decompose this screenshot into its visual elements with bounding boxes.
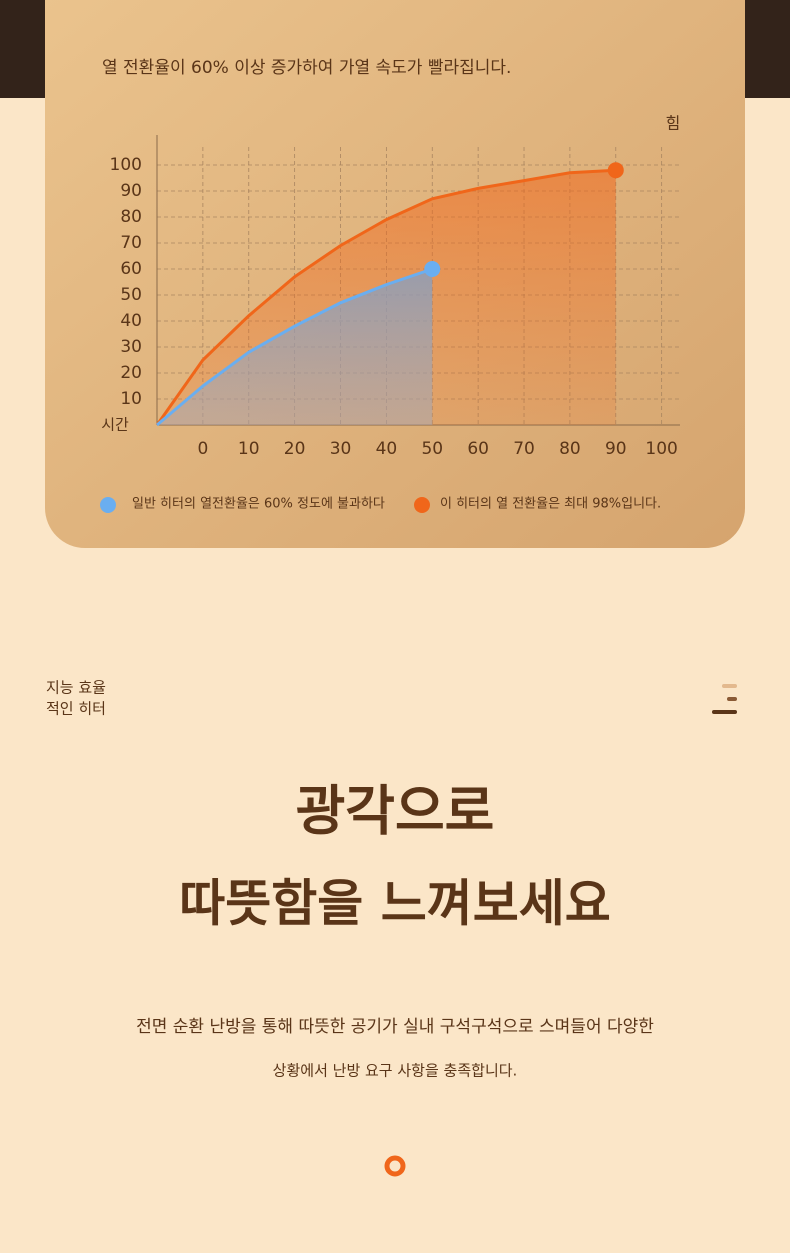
- x-tick-label: 10: [238, 439, 260, 459]
- y-tick-label: 20: [120, 363, 142, 383]
- x-tick-label: 40: [376, 439, 398, 459]
- legend-label: 이 히터의 열 전환율은 최대 98%입니다.: [440, 497, 661, 512]
- headline: 따뜻함을 느껴보세요: [179, 875, 610, 933]
- side-label: 적인 히터: [46, 700, 106, 718]
- y-axis-label: 힘: [666, 114, 681, 133]
- line: [156, 267, 433, 427]
- x-tick-label: 50: [421, 439, 443, 459]
- end-point: [424, 261, 441, 277]
- menu-icon[interactable]: [712, 684, 737, 714]
- x-tick-label: 90: [605, 439, 627, 459]
- y-tick-label: 60: [120, 259, 142, 279]
- x-axis-label: 시간: [101, 416, 129, 434]
- legend-label: 일반 히터의 열전환율은 60% 정도에 불과하다: [132, 497, 385, 512]
- x-tick-label: 30: [330, 439, 352, 459]
- x-tick-label: 100: [645, 439, 677, 459]
- y-tick-label: 70: [120, 233, 142, 253]
- x-tick-label: 60: [467, 439, 489, 459]
- y-tick-label: 10: [120, 389, 142, 409]
- x-tick-label: 70: [513, 439, 535, 459]
- y-tick-label: 80: [120, 207, 142, 227]
- body-text: 전면 순환 난방을 통해 따뜻한 공기가 실내 구석구석으로 스며들어 다양한: [136, 1017, 654, 1037]
- y-tick-label: 40: [120, 311, 142, 331]
- y-tick-label: 30: [120, 337, 142, 357]
- x-tick-label: 80: [559, 439, 581, 459]
- legend-swatch: [414, 497, 430, 513]
- area: [157, 269, 433, 425]
- y-tick-label: 90: [120, 181, 142, 201]
- chart-title: 열 전환율이 60% 이상 증가하여 가열 속도가 빨라집니다.: [102, 58, 511, 78]
- body-text: 상황에서 난방 요구 사항을 충족합니다.: [273, 1062, 518, 1080]
- x-tick-label: 20: [284, 439, 306, 459]
- legend-swatch: [100, 497, 116, 513]
- line: [155, 168, 616, 426]
- end-point: [607, 162, 624, 179]
- y-tick-label: 50: [120, 285, 142, 305]
- headline: 광각으로: [296, 780, 495, 843]
- side-label: 지능 효율: [46, 679, 106, 697]
- x-tick-label: 0: [197, 439, 208, 459]
- page-indicator: [384, 1155, 406, 1177]
- y-tick-label: 100: [110, 155, 142, 175]
